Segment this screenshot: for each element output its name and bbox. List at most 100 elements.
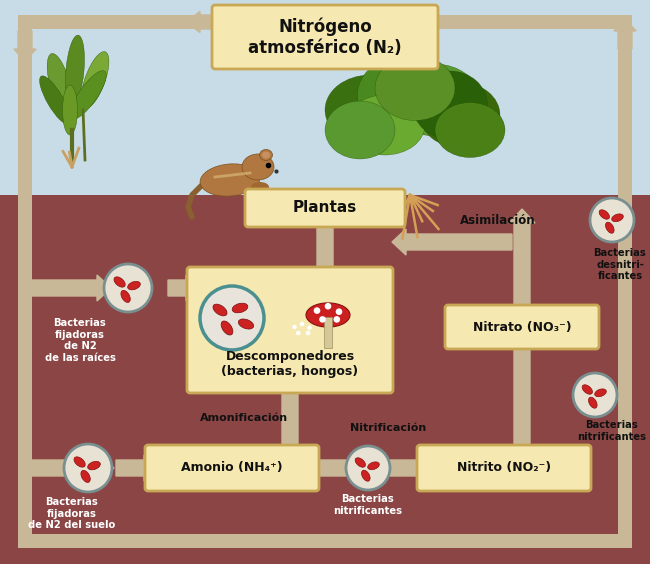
Text: Bacterias
fijadoras
de N2 del suelo: Bacterias fijadoras de N2 del suelo	[29, 497, 116, 530]
Text: Bacterias
fijadoras
de N2
de las raíces: Bacterias fijadoras de N2 de las raíces	[45, 318, 116, 363]
Ellipse shape	[606, 222, 614, 233]
Circle shape	[200, 286, 264, 350]
Ellipse shape	[306, 303, 350, 327]
Bar	[324, 317, 332, 348]
Text: Bacterias
nitrificantes: Bacterias nitrificantes	[333, 494, 402, 515]
Ellipse shape	[242, 154, 274, 180]
Circle shape	[346, 446, 390, 490]
Bar	[0, 0, 650, 195]
Ellipse shape	[259, 149, 272, 161]
Ellipse shape	[200, 164, 260, 196]
Ellipse shape	[114, 277, 125, 287]
Bar	[0, 195, 650, 564]
Text: Amonio (NH₄⁺): Amonio (NH₄⁺)	[181, 461, 283, 474]
Bar	[299, 332, 305, 352]
Circle shape	[307, 325, 312, 330]
Circle shape	[325, 303, 332, 310]
Ellipse shape	[74, 457, 85, 467]
Ellipse shape	[287, 329, 317, 337]
Text: Nitrato (NO₃⁻): Nitrato (NO₃⁻)	[473, 320, 571, 333]
Bar	[618, 15, 632, 548]
FancyArrow shape	[116, 455, 158, 481]
Ellipse shape	[239, 319, 254, 329]
Circle shape	[335, 309, 343, 315]
FancyArrow shape	[277, 392, 303, 460]
Bar	[435, 15, 632, 29]
FancyArrow shape	[168, 275, 200, 301]
Text: Amonificación: Amonificación	[200, 413, 288, 423]
Ellipse shape	[595, 389, 606, 396]
FancyBboxPatch shape	[145, 445, 319, 491]
Ellipse shape	[70, 70, 106, 120]
FancyArrow shape	[509, 209, 535, 306]
Ellipse shape	[588, 397, 597, 408]
Text: Nitrito (NO₂⁻): Nitrito (NO₂⁻)	[457, 461, 551, 474]
Circle shape	[64, 444, 112, 492]
Ellipse shape	[251, 182, 269, 192]
Circle shape	[306, 331, 310, 335]
FancyArrow shape	[318, 455, 432, 481]
Ellipse shape	[81, 470, 90, 482]
Ellipse shape	[413, 71, 488, 139]
Ellipse shape	[40, 76, 70, 124]
Ellipse shape	[358, 58, 443, 133]
Ellipse shape	[325, 75, 415, 145]
FancyBboxPatch shape	[212, 5, 438, 69]
Ellipse shape	[287, 321, 317, 338]
FancyArrow shape	[14, 31, 36, 61]
Bar	[18, 15, 215, 29]
FancyArrow shape	[614, 19, 636, 49]
Ellipse shape	[435, 103, 505, 157]
Circle shape	[296, 331, 300, 335]
Text: Nitrógeno
atmosférico (N₂): Nitrógeno atmosférico (N₂)	[248, 17, 402, 56]
Ellipse shape	[368, 462, 380, 470]
Ellipse shape	[232, 303, 248, 313]
Ellipse shape	[127, 281, 140, 290]
FancyBboxPatch shape	[417, 445, 591, 491]
FancyBboxPatch shape	[245, 189, 405, 227]
Ellipse shape	[582, 385, 592, 394]
Text: Bacterias
nitrificantes: Bacterias nitrificantes	[577, 420, 647, 442]
Ellipse shape	[47, 54, 73, 117]
Ellipse shape	[420, 82, 500, 148]
Text: Asimilación: Asimilación	[460, 214, 536, 227]
Ellipse shape	[213, 304, 227, 316]
FancyArrow shape	[312, 226, 338, 282]
FancyArrow shape	[186, 11, 220, 33]
Circle shape	[573, 373, 617, 417]
Ellipse shape	[375, 55, 455, 121]
Ellipse shape	[262, 152, 270, 158]
Circle shape	[104, 264, 152, 312]
Bar	[18, 15, 32, 548]
Ellipse shape	[81, 51, 109, 108]
Circle shape	[314, 307, 320, 314]
Ellipse shape	[345, 95, 425, 155]
Ellipse shape	[390, 64, 480, 136]
Bar	[18, 534, 632, 548]
FancyArrow shape	[509, 328, 535, 446]
Circle shape	[292, 325, 297, 329]
Ellipse shape	[221, 321, 233, 335]
Text: Nitrificación: Nitrificación	[350, 423, 426, 433]
Ellipse shape	[325, 101, 395, 159]
Circle shape	[300, 321, 304, 326]
FancyArrow shape	[392, 229, 512, 255]
Ellipse shape	[62, 85, 77, 135]
Circle shape	[333, 316, 340, 323]
Ellipse shape	[121, 290, 130, 302]
FancyArrow shape	[32, 275, 111, 301]
Text: Plantas: Plantas	[293, 200, 357, 215]
FancyBboxPatch shape	[187, 267, 393, 393]
Circle shape	[319, 316, 326, 323]
Text: Bacterias
desnitri-
ficantes: Bacterias desnitri- ficantes	[593, 248, 646, 281]
Ellipse shape	[306, 314, 350, 325]
Ellipse shape	[88, 461, 100, 470]
Ellipse shape	[355, 458, 365, 467]
Text: Descomponedores
(bacterias, hongos): Descomponedores (bacterias, hongos)	[222, 350, 359, 378]
Ellipse shape	[361, 470, 370, 481]
FancyBboxPatch shape	[445, 305, 599, 349]
Ellipse shape	[612, 214, 623, 222]
Circle shape	[590, 198, 634, 242]
Ellipse shape	[66, 35, 84, 105]
Ellipse shape	[599, 210, 610, 219]
